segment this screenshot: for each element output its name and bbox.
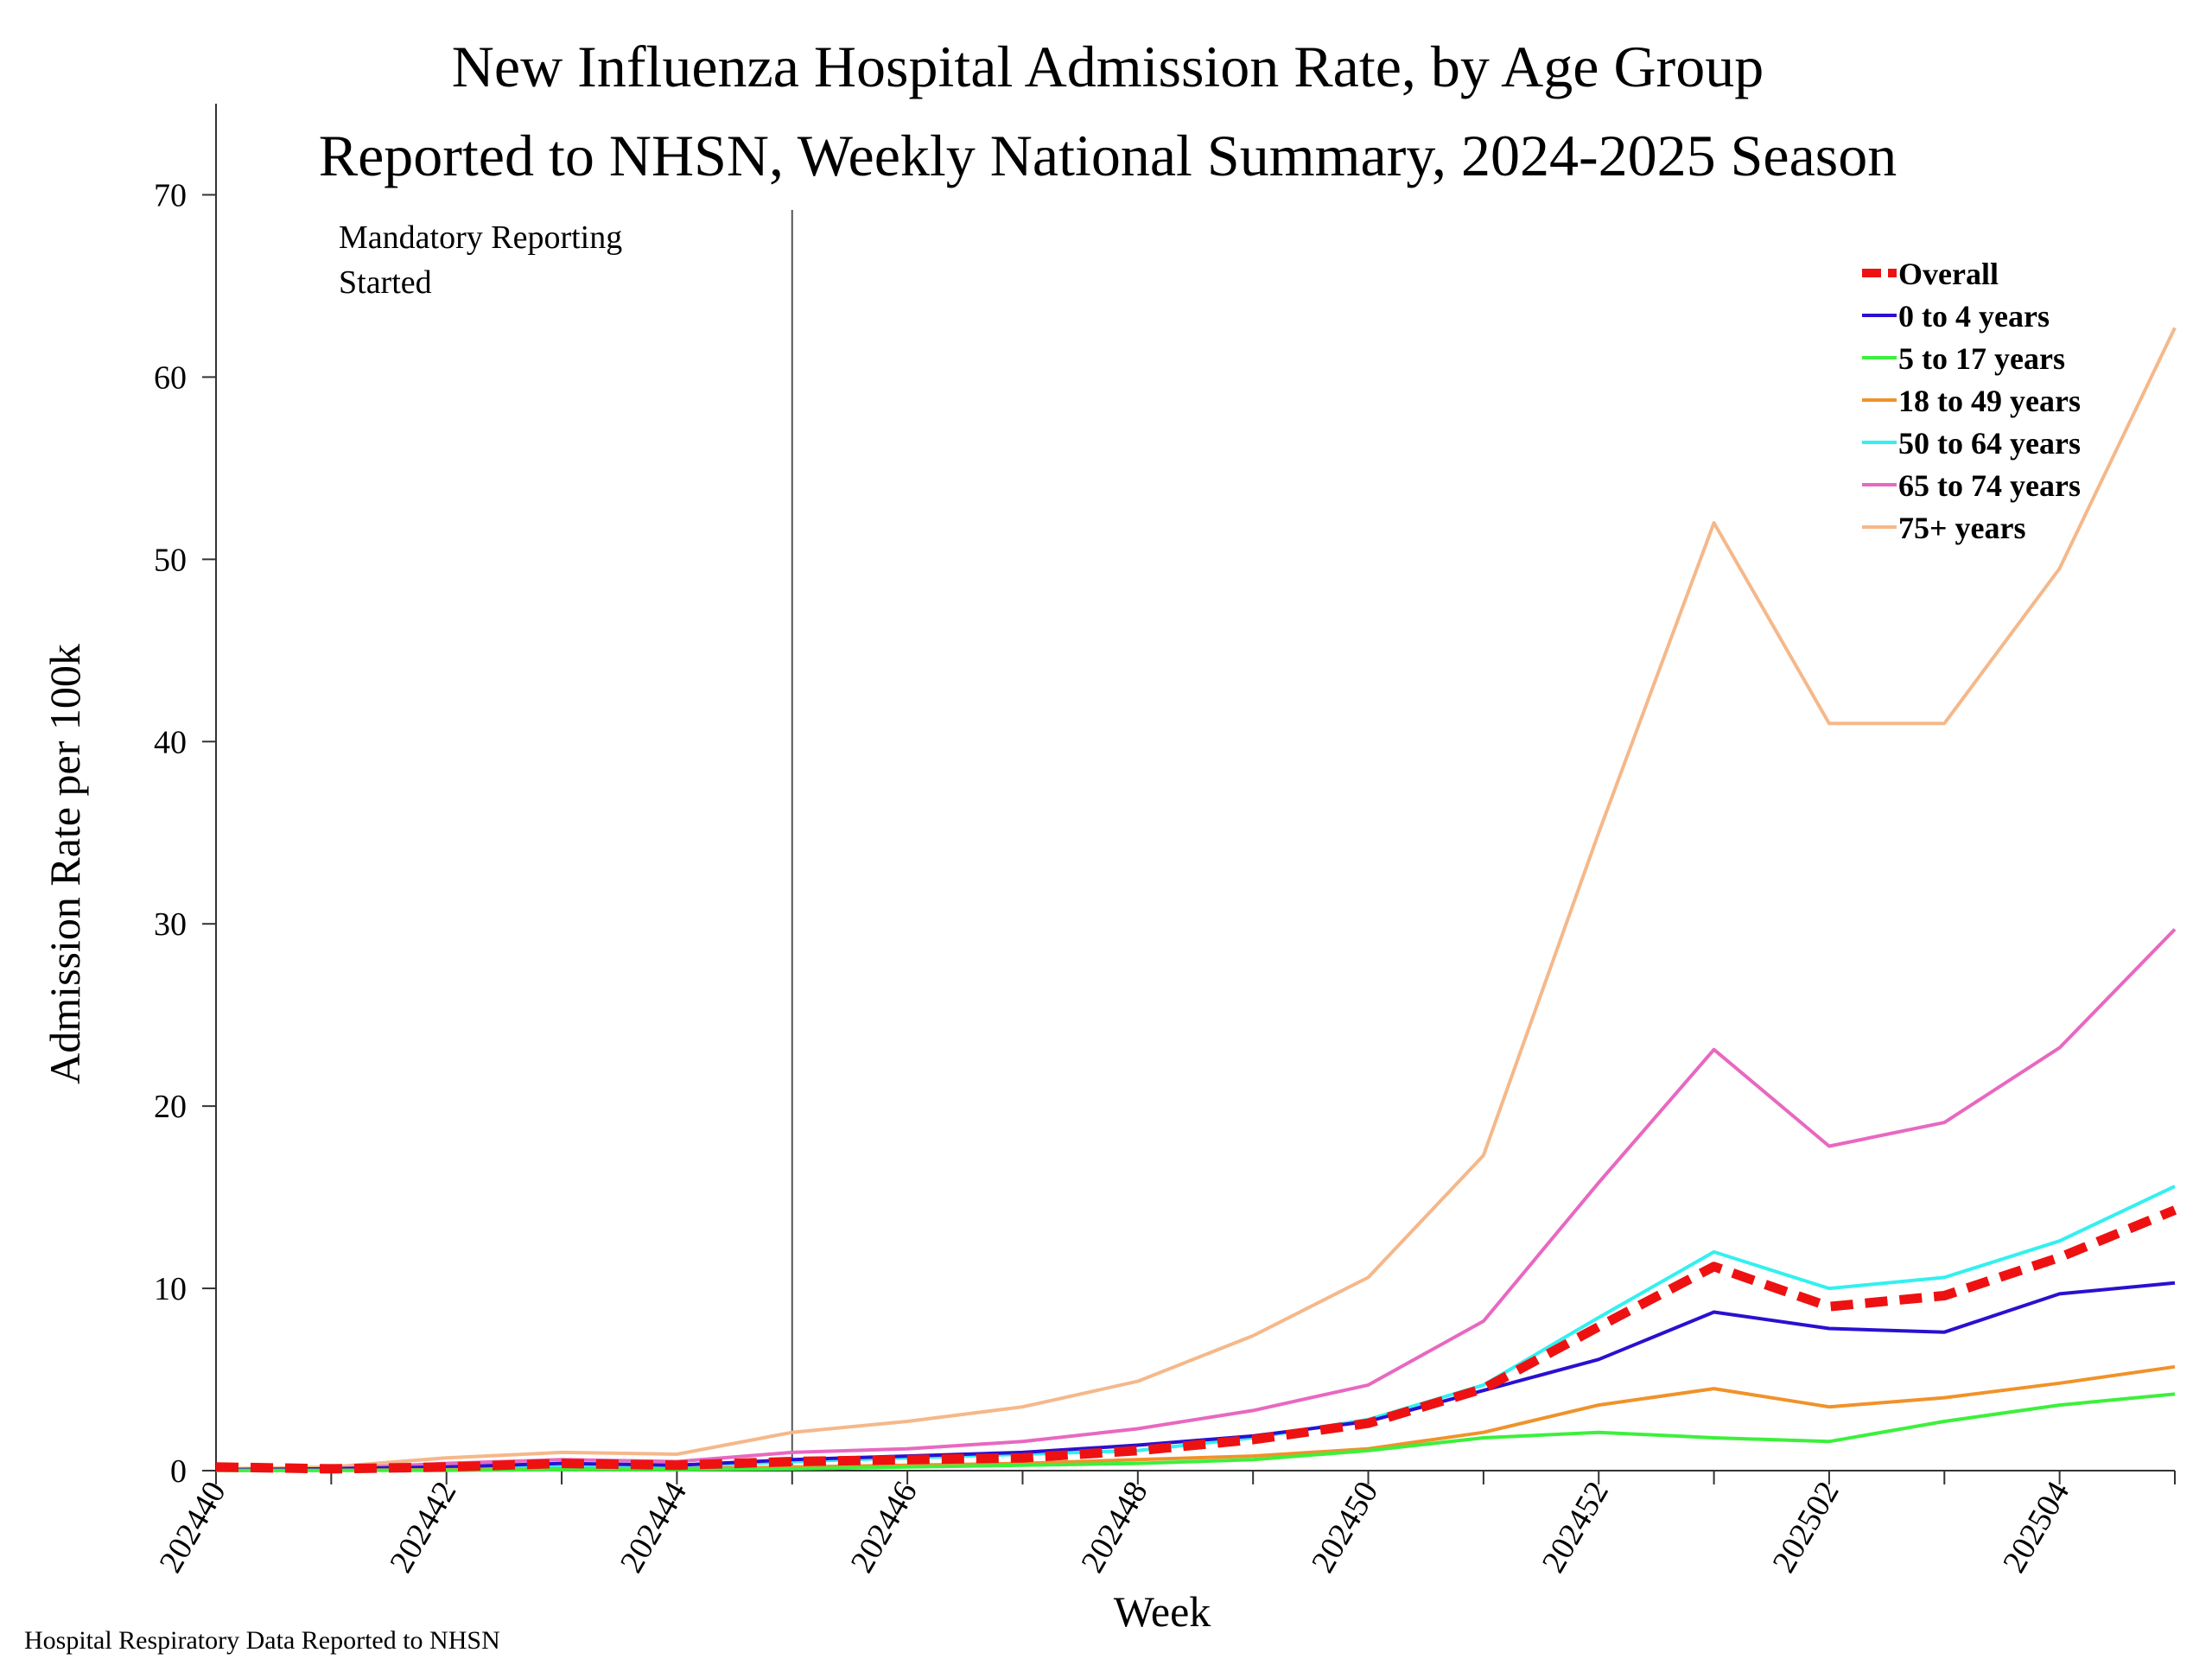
series-line-50-to-64-years xyxy=(215,1185,2176,1472)
series-line-overall xyxy=(215,1205,2177,1474)
y-tick-label: 40 xyxy=(154,724,187,760)
chart-title: New Influenza Hospital Admission Rate, b… xyxy=(452,34,1764,99)
x-tick-label: 202446 xyxy=(844,1476,925,1580)
legend-label: 18 to 49 years xyxy=(1898,384,2081,418)
y-tick-label: 30 xyxy=(154,906,187,943)
legend-label: 50 to 64 years xyxy=(1898,426,2081,461)
y-tick-label: 50 xyxy=(154,542,187,578)
x-tick-label: 202440 xyxy=(152,1476,232,1580)
legend-label: Overall xyxy=(1898,257,1999,291)
series-line-65-to-74-years xyxy=(215,928,2177,1471)
x-tick-label: 202502 xyxy=(1765,1476,1846,1580)
chart-subtitle: Reported to NHSN, Weekly National Summar… xyxy=(319,123,1897,188)
x-tick-label: 202504 xyxy=(1996,1476,2076,1580)
y-tick-label: 70 xyxy=(154,177,187,213)
y-tick-label: 60 xyxy=(154,359,187,396)
x-tick-label: 202452 xyxy=(1535,1476,1616,1580)
y-tick-label: 20 xyxy=(154,1089,187,1125)
legend-label: 0 to 4 years xyxy=(1898,299,2050,334)
x-tick-label: 202448 xyxy=(1074,1476,1154,1580)
source-note: Hospital Respiratory Data Reported to NH… xyxy=(24,1626,500,1655)
legend-label: 75+ years xyxy=(1898,511,2025,545)
series-layer xyxy=(215,327,2177,1474)
legend-label: 65 to 74 years xyxy=(1898,468,2081,503)
annotation-text-line1: Mandatory Reporting xyxy=(339,219,622,256)
x-axis-title: Week xyxy=(1114,1587,1211,1636)
legend: Overall 0 to 4 years 5 to 17 years 18 to 49… xyxy=(1862,257,2081,545)
series-line-5-to-17-years xyxy=(216,1392,2176,1472)
axes: 0 10 20 30 40 50 60 70 202440 202442 202444 202446 2… xyxy=(152,104,2176,1580)
y-tick-label: 0 xyxy=(170,1453,187,1490)
y-tick-label: 10 xyxy=(154,1271,187,1307)
annotation-text-line2: Started xyxy=(339,264,432,301)
x-tick-label: 202442 xyxy=(383,1476,463,1580)
legend-label: 5 to 17 years xyxy=(1898,341,2065,376)
x-tick-label: 202450 xyxy=(1305,1476,1385,1580)
y-axis-title: Admission Rate per 100k xyxy=(41,644,89,1084)
series-line-75-years xyxy=(215,327,2177,1471)
annotation: Mandatory Reporting Started xyxy=(339,210,793,1471)
x-tick-label: 202444 xyxy=(613,1476,694,1580)
